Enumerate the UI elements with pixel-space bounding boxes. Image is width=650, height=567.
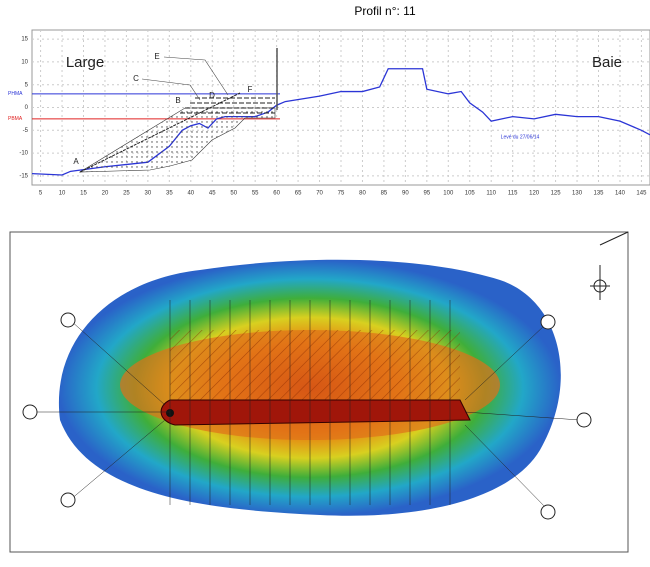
x-tick-label: 100 bbox=[443, 191, 454, 197]
x-tick-label: 70 bbox=[316, 191, 323, 197]
x-tick-label: 55 bbox=[252, 191, 259, 197]
x-tick-label: 75 bbox=[338, 191, 345, 197]
x-tick-label: 25 bbox=[123, 191, 130, 197]
x-tick-label: 105 bbox=[465, 191, 476, 197]
x-tick-label: 10 bbox=[59, 191, 66, 197]
y-tick-label: -15 bbox=[19, 173, 28, 179]
x-tick-label: 30 bbox=[145, 191, 152, 197]
x-tick-label: 140 bbox=[615, 191, 626, 197]
y-tick-label: 0 bbox=[25, 105, 29, 111]
x-tick-label: 5 bbox=[39, 191, 43, 197]
annotation: Baie bbox=[592, 54, 622, 71]
x-tick-label: 90 bbox=[402, 191, 409, 197]
annotation: D bbox=[209, 91, 215, 100]
x-tick-label: 125 bbox=[551, 191, 562, 197]
y-tick-label: 15 bbox=[21, 37, 28, 43]
annotation: F bbox=[248, 85, 253, 94]
x-tick-label: 80 bbox=[359, 191, 366, 197]
x-tick-label: 50 bbox=[230, 191, 237, 197]
y-tick-label: 10 bbox=[21, 59, 28, 65]
x-tick-label: 130 bbox=[572, 191, 583, 197]
annotation: C bbox=[133, 74, 139, 83]
annotation: A bbox=[73, 157, 79, 166]
annotation: Large bbox=[66, 54, 104, 71]
breakwater bbox=[78, 48, 278, 173]
x-tick-label: 40 bbox=[187, 191, 194, 197]
x-tick-label: 110 bbox=[486, 191, 496, 197]
chart-title: Profil n°: 11 bbox=[354, 4, 416, 18]
reference-label: PHMA bbox=[8, 91, 23, 97]
x-tick-label: 65 bbox=[295, 191, 302, 197]
x-tick-label: 45 bbox=[209, 191, 216, 197]
profile-chart: -15 -10 -5 0 5 10 15 5 10 15 20 25 30 35 40 45 50 55 60 65 7… bbox=[8, 29, 650, 197]
x-tick-label: 95 bbox=[423, 191, 430, 197]
y-tick-label: 5 bbox=[25, 82, 29, 88]
x-tick-label: 60 bbox=[273, 191, 280, 197]
x-tick-label: 35 bbox=[166, 191, 173, 197]
x-tick-label: 85 bbox=[381, 191, 388, 197]
x-tick-label: 145 bbox=[636, 191, 647, 197]
x-tick-label: 15 bbox=[80, 191, 87, 197]
reference-label: PBMA bbox=[8, 116, 23, 122]
x-tick-label: 120 bbox=[529, 191, 540, 197]
x-tick-label: 115 bbox=[508, 191, 518, 197]
y-tick-label: -5 bbox=[23, 128, 29, 134]
bathymetric-map bbox=[9, 231, 629, 553]
x-tick-label: 20 bbox=[102, 191, 109, 197]
annotation: Levé du 27/06/14 bbox=[501, 134, 540, 140]
annotation: E bbox=[154, 52, 159, 61]
y-tick-label: -10 bbox=[19, 151, 28, 157]
x-tick-label: 135 bbox=[593, 191, 604, 197]
annotation: B bbox=[175, 96, 180, 105]
